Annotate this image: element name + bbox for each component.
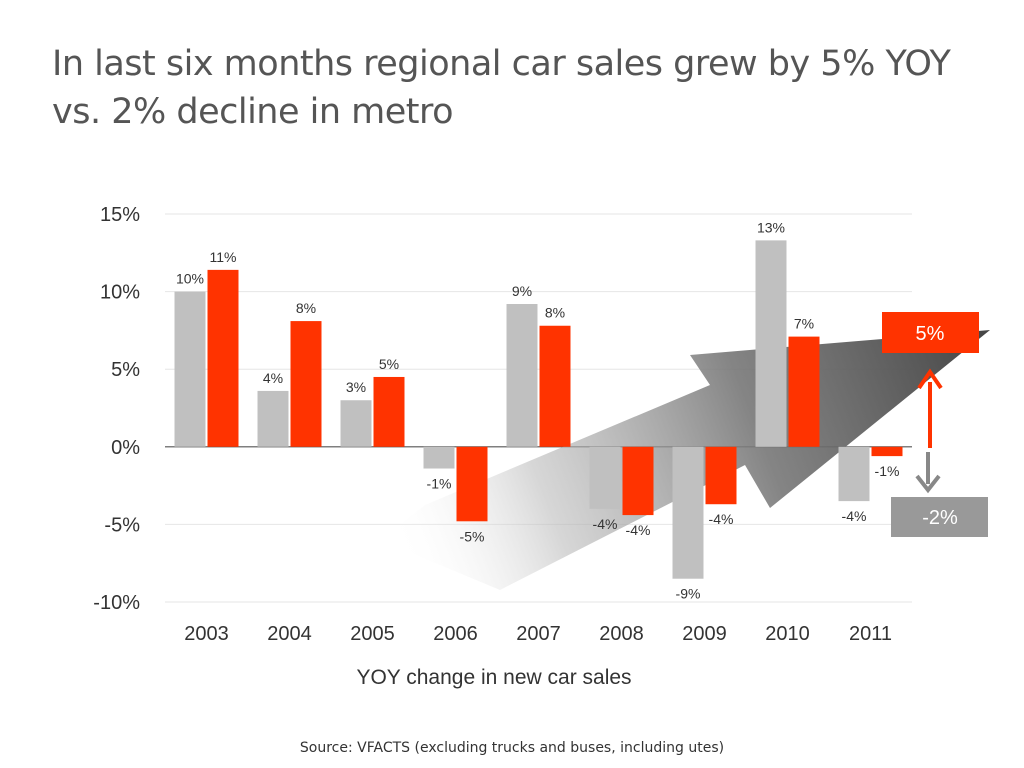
metro-bar-2010	[755, 240, 787, 447]
metro-data-label: -1%	[427, 476, 452, 492]
x-tick-label: 2003	[184, 623, 229, 645]
metro-bar-2004	[257, 390, 289, 447]
source-note: Source: VFACTS (excluding trucks and bus…	[299, 740, 725, 756]
regional-bar-2003	[207, 269, 239, 447]
regional-bar-2011	[871, 446, 903, 457]
regional-bar-2007	[539, 325, 571, 447]
x-tick-label: 2005	[350, 623, 395, 645]
regional-callout-label: 5%	[916, 323, 945, 345]
metro-data-label: 9%	[512, 283, 532, 299]
metro-bar-2003	[174, 291, 206, 447]
x-tick-label: 2006	[433, 623, 478, 645]
bars	[174, 240, 903, 579]
data-labels: 10% 11% 4% 8% 3% 5% -1% -5% 9% 8% -4% -4% -9% -4% 13% 7…	[176, 219, 899, 601]
metro-bar-2011	[838, 446, 870, 502]
regional-bar-2010	[788, 336, 820, 447]
x-axis-title: YOY change in new car sales	[356, 666, 631, 689]
x-tick-label: 2007	[516, 623, 561, 645]
regional-bar-2005	[373, 376, 405, 447]
x-tick-label: 2010	[765, 623, 810, 645]
regional-bar-2006	[456, 446, 488, 522]
title-line-1: In last six months regional car sales gr…	[52, 44, 951, 84]
metro-bar-2008	[589, 446, 621, 509]
regional-data-label: 7%	[794, 316, 814, 332]
regional-bar-2004	[290, 321, 322, 447]
regional-data-label: -5%	[460, 528, 485, 544]
y-axis: 15% 10% 5% 0% -5% -10%	[93, 204, 140, 614]
x-tick-label: 2011	[849, 623, 892, 645]
up-arrow-head-icon	[917, 368, 943, 390]
y-tick-label: 10%	[100, 282, 140, 304]
regional-bar-2008	[622, 446, 654, 516]
regional-bar-2009	[705, 446, 737, 505]
x-tick-label: 2004	[267, 623, 312, 645]
metro-data-label: -9%	[676, 586, 701, 602]
metro-data-label: 13%	[757, 219, 785, 235]
metro-data-label: 10%	[176, 271, 204, 287]
y-tick-label: -5%	[104, 514, 140, 536]
slide-title: In last six months regional car sales gr…	[52, 40, 952, 136]
x-tick-label: 2009	[682, 623, 727, 645]
regional-data-label: 11%	[210, 249, 237, 265]
metro-bar-2009	[672, 446, 704, 579]
regional-data-label: -4%	[709, 511, 734, 527]
y-tick-label: 0%	[111, 437, 140, 459]
metro-callout-label: -2%	[922, 507, 958, 529]
metro-data-label: 4%	[263, 370, 283, 386]
regional-callout-box	[882, 312, 979, 353]
regional-data-label: 8%	[545, 305, 565, 321]
regional-data-label: 5%	[379, 356, 399, 372]
down-arrow-head-icon	[915, 474, 941, 494]
metro-bar-2007	[506, 304, 538, 447]
metro-data-label: 3%	[346, 379, 366, 395]
metro-bar-2006	[423, 446, 455, 469]
regional-data-label: -1%	[875, 463, 900, 479]
y-tick-label: 15%	[100, 204, 140, 226]
y-tick-label: -10%	[93, 592, 140, 614]
title-line-2: vs. 2% decline in metro	[52, 92, 454, 132]
regional-data-label: 8%	[296, 300, 316, 316]
x-tick-label: 2008	[599, 623, 644, 645]
regional-data-label: -4%	[626, 522, 651, 538]
y-tick-label: 5%	[111, 359, 140, 381]
metro-data-label: -4%	[593, 516, 618, 532]
x-axis: 2003 2004 2005 2006 2007 2008 2009 2010 2011	[184, 623, 892, 645]
metro-data-label: -4%	[842, 508, 867, 524]
metro-callout-box	[891, 497, 988, 537]
metro-bar-2005	[340, 400, 372, 447]
